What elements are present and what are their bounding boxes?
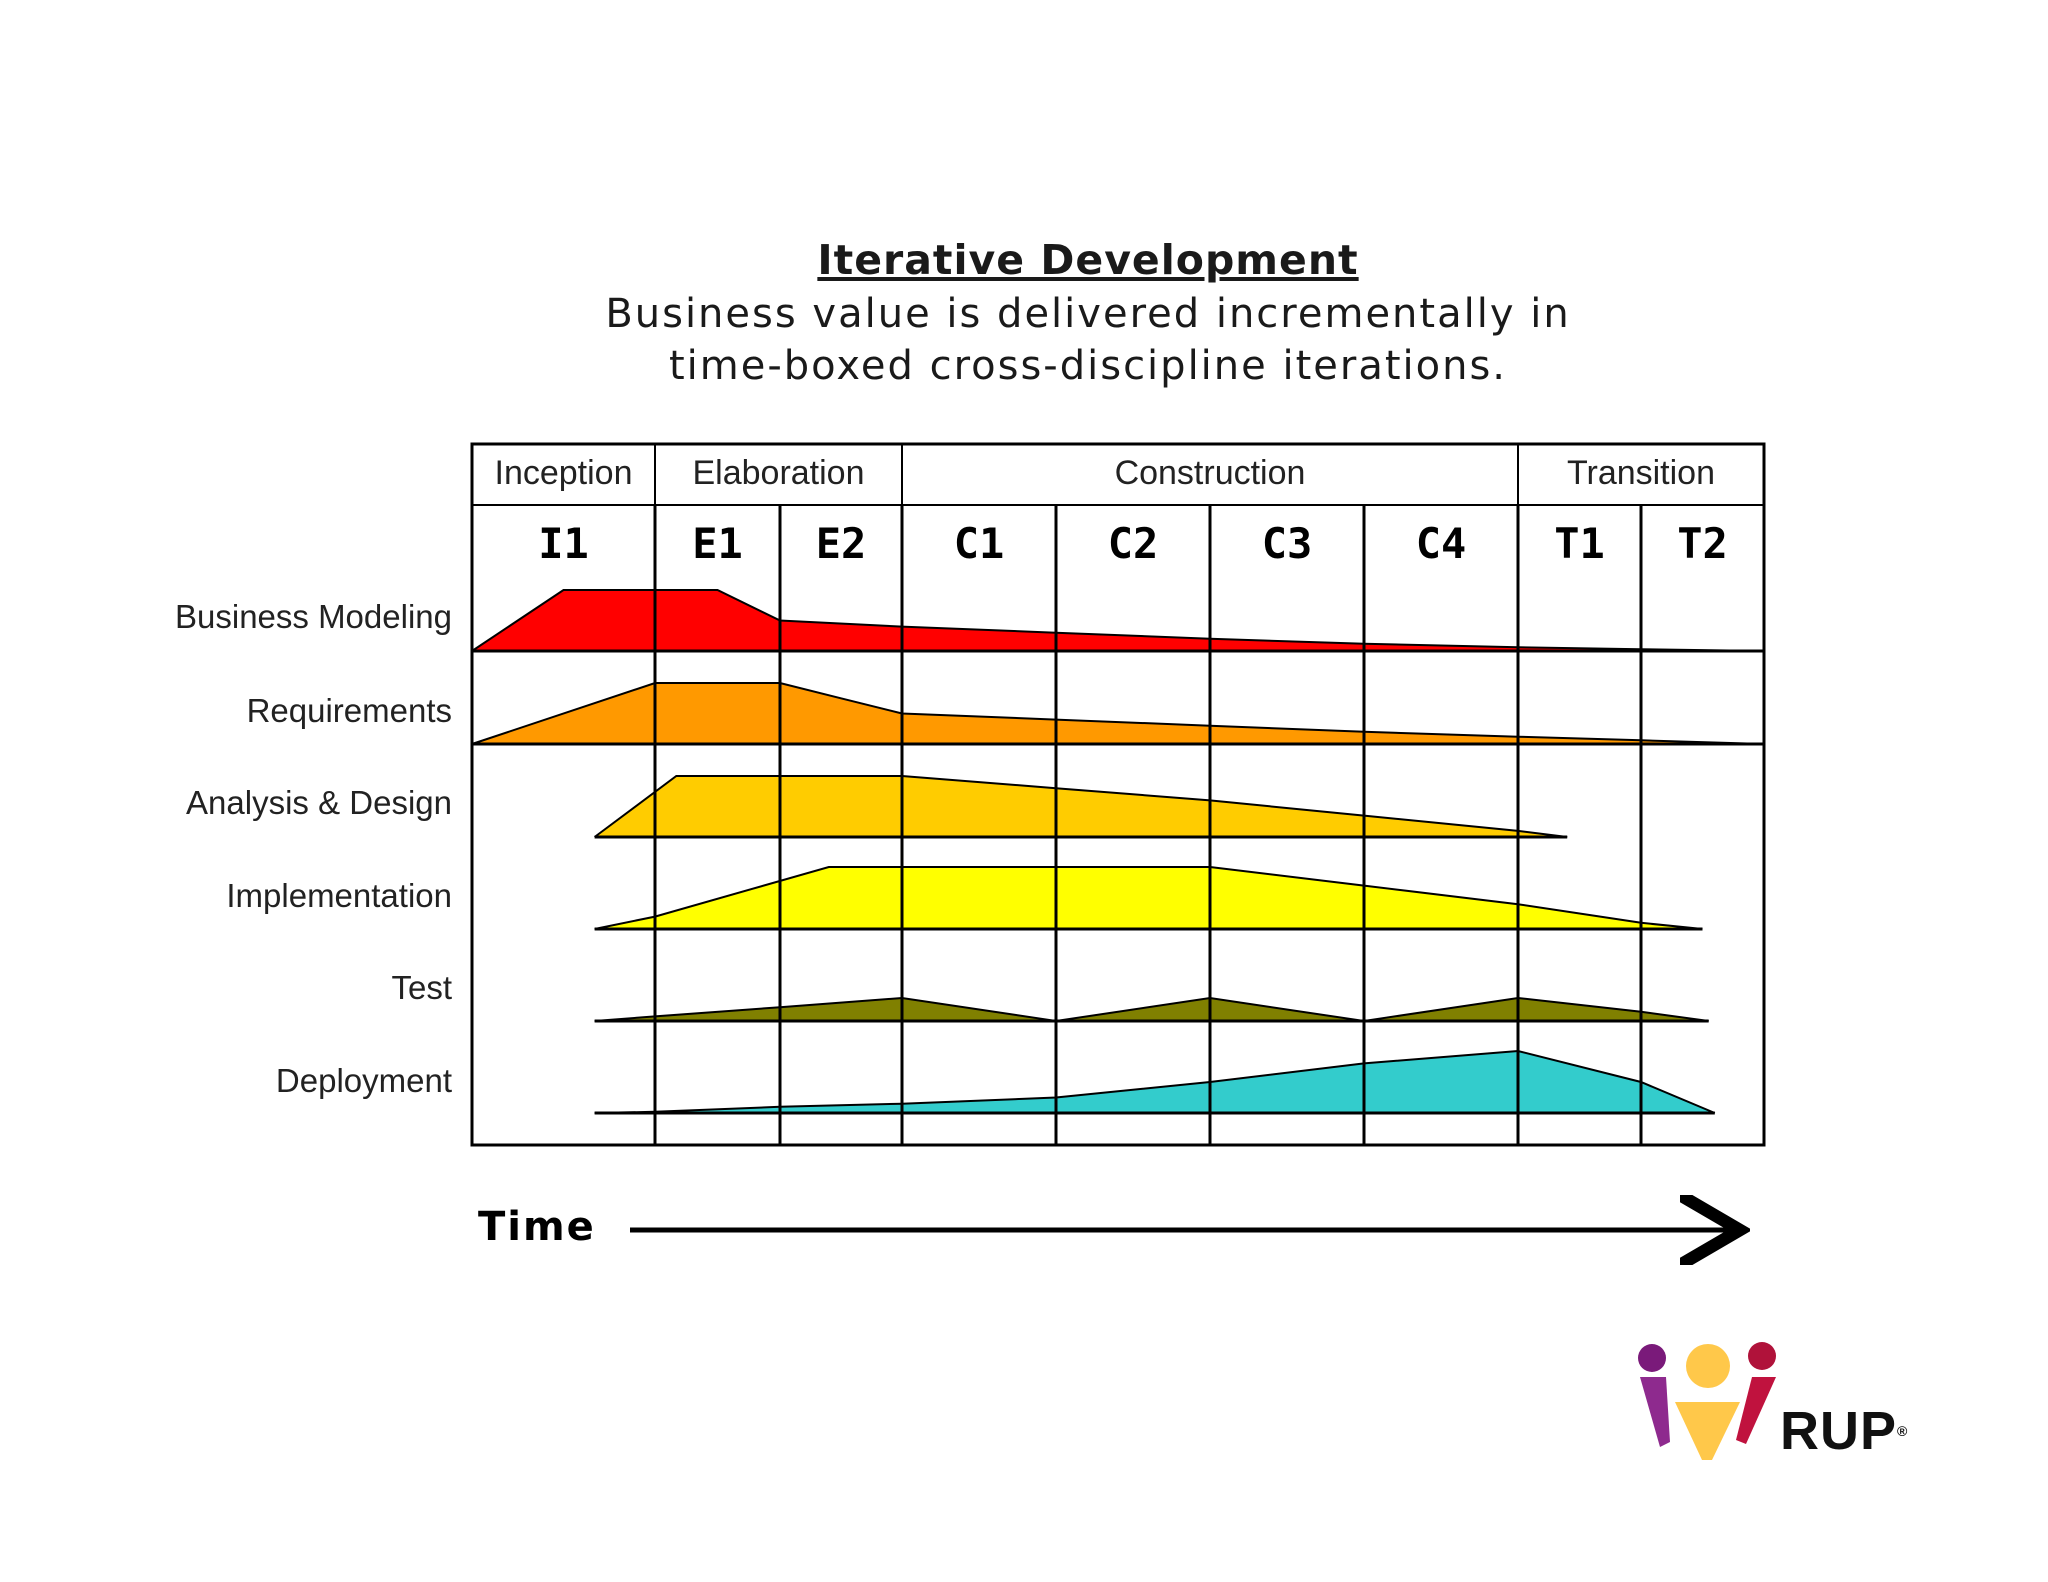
discipline-area-2 xyxy=(594,776,1568,837)
discipline-labels: Business Modeling Requirements Analysis & … xyxy=(175,598,452,1099)
table-border xyxy=(470,442,1766,1147)
rup-logo-figures xyxy=(1638,1342,1776,1460)
discipline-area-1 xyxy=(472,683,1764,744)
iteration-label-c1: C1 xyxy=(954,519,1005,568)
discipline-outline-5 xyxy=(594,1049,1716,1114)
phase-label-transition: Transition xyxy=(1567,454,1715,492)
discipline-outline-4 xyxy=(594,996,1709,1023)
title-block: Iterative Development Business value is … xyxy=(0,232,2048,392)
discipline-label-4: Test xyxy=(391,969,452,1006)
iteration-label-c4: C4 xyxy=(1416,519,1467,568)
iteration-label-e2: E2 xyxy=(816,519,867,568)
diagram-subtitle-line1: Business value is delivered incrementall… xyxy=(605,291,1571,337)
discipline-label-3: Implementation xyxy=(226,877,452,914)
iteration-label-i1: I1 xyxy=(538,519,589,568)
discipline-label-0: Business Modeling xyxy=(175,598,452,635)
iteration-label-t1: T1 xyxy=(1554,519,1605,568)
discipline-label-2: Analysis & Design xyxy=(186,784,452,821)
iteration-label-c2: C2 xyxy=(1108,519,1159,568)
iteration-label-t2: T2 xyxy=(1677,519,1728,568)
diagram-subtitle-line2: time-boxed cross-discipline iterations. xyxy=(668,343,1508,389)
discipline-outline-0 xyxy=(471,589,1765,652)
rup-logo: RUP® xyxy=(1630,1332,1950,1462)
discipline-areas xyxy=(471,589,1765,1115)
time-axis: Time xyxy=(478,1204,1740,1250)
diagram-title: Iterative Development xyxy=(817,236,1359,284)
discipline-label-1: Requirements xyxy=(247,692,452,729)
discipline-area-0 xyxy=(472,590,1764,651)
phase-label-inception: Inception xyxy=(495,454,633,492)
grid-lines xyxy=(470,442,1766,1147)
iteration-label-c3: C3 xyxy=(1262,519,1313,568)
iteration-label-e1: E1 xyxy=(692,519,743,568)
rup-logo-text: RUP® xyxy=(1780,1401,1909,1461)
discipline-outline-3 xyxy=(594,866,1703,930)
discipline-area-4 xyxy=(594,998,1709,1021)
time-label: Time xyxy=(478,1204,596,1250)
discipline-area-3 xyxy=(594,867,1703,929)
discipline-area-5 xyxy=(594,1051,1715,1113)
discipline-label-5: Deployment xyxy=(276,1062,452,1099)
phase-label-elaboration: Elaboration xyxy=(692,454,864,492)
phase-labels: Inception Elaboration Construction Transiti… xyxy=(495,454,1716,492)
phase-label-construction: Construction xyxy=(1115,454,1306,492)
iteration-labels: I1 E1 E2 C1 C2 C3 C4 T1 T2 xyxy=(538,519,1728,568)
